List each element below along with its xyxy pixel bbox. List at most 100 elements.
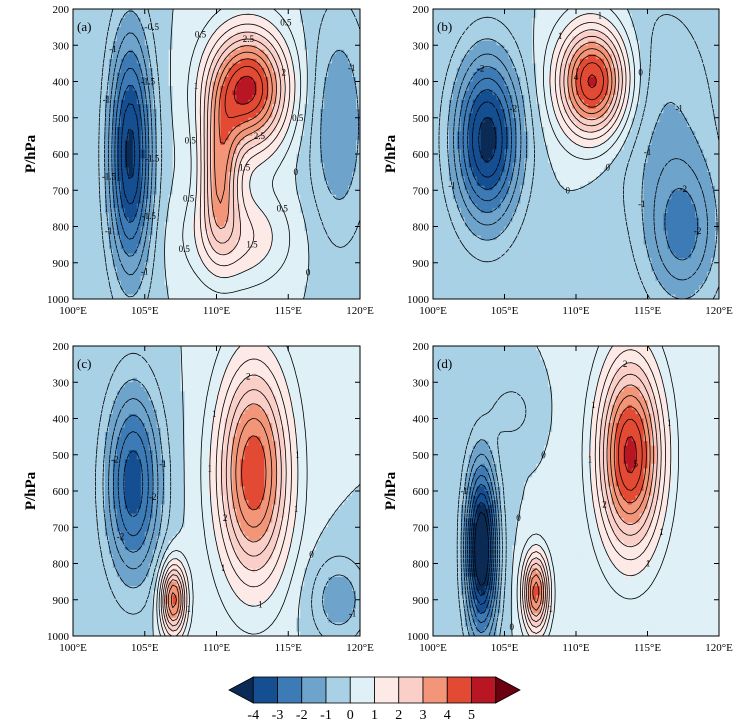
contour-cell — [84, 67, 90, 74]
contour-cell — [136, 58, 142, 64]
contour-cell — [116, 199, 122, 205]
contour-cell — [288, 226, 293, 232]
contour-cell — [504, 13, 510, 19]
contour-cell — [172, 289, 178, 296]
contour-cell — [292, 267, 297, 273]
contour-cell — [168, 212, 174, 219]
contour-cell — [284, 76, 289, 83]
contour-cell — [320, 249, 325, 255]
contour-cell — [433, 22, 438, 28]
contour-cell — [292, 40, 297, 46]
contour-cell — [316, 58, 321, 64]
contour-cell — [80, 258, 86, 264]
contour-cell — [204, 126, 210, 132]
contour-cell — [92, 194, 98, 200]
contour-cell — [320, 185, 325, 191]
contour-cell — [128, 27, 134, 33]
contour-cell — [304, 181, 309, 187]
contour-cell — [96, 86, 102, 92]
contour-cell — [695, 13, 700, 19]
contour-cell — [224, 108, 230, 114]
contour-cell — [144, 280, 150, 287]
contour-cell — [356, 67, 360, 74]
contour-cell — [276, 262, 281, 268]
contour-cell — [88, 18, 94, 24]
contour-cell — [136, 67, 142, 74]
contour-cell — [224, 253, 230, 259]
contour-cell — [188, 276, 194, 282]
contour-cell — [220, 190, 226, 196]
contour-cell — [204, 203, 210, 209]
contour-cell — [336, 49, 341, 55]
contour-cell — [144, 208, 150, 214]
contour-cell — [116, 58, 122, 64]
contour-cell — [96, 45, 102, 51]
contour-cell — [124, 208, 130, 214]
contour-cell — [244, 280, 249, 287]
contour-cell — [272, 285, 277, 291]
contour-cell — [236, 149, 242, 155]
contour-cell — [304, 249, 309, 255]
contour-cell — [288, 135, 293, 142]
contour-cell — [100, 285, 106, 291]
contour-cell — [336, 217, 341, 223]
contour-cell — [188, 122, 194, 128]
contour-cell — [272, 158, 277, 164]
contour-cell — [272, 108, 277, 114]
contour-cell — [108, 203, 114, 209]
contour-cell — [348, 158, 353, 164]
contour-cell — [288, 276, 293, 282]
contour-cell — [260, 158, 265, 164]
contour-cell — [188, 271, 194, 277]
contour-cell — [132, 163, 138, 169]
contour-cell — [540, 18, 545, 24]
contour-cell — [312, 294, 317, 299]
contour-cell — [556, 9, 561, 15]
contour-cell — [112, 235, 118, 241]
contour-cell — [292, 36, 297, 42]
contour-cell — [256, 72, 261, 78]
contour-cell — [220, 217, 226, 223]
contour-cell — [84, 122, 90, 128]
contour-cell — [152, 276, 158, 282]
contour-cell — [180, 36, 186, 42]
contour-cell — [196, 217, 202, 223]
contour-cell — [220, 27, 226, 33]
contour-cell — [200, 54, 206, 60]
contour-cell — [156, 67, 162, 74]
contour-cell — [136, 63, 142, 69]
contour-cell — [176, 90, 182, 96]
contour-cell — [164, 140, 170, 146]
contour-cell — [300, 235, 305, 241]
contour-cell — [96, 276, 102, 282]
contour-cell — [276, 149, 281, 155]
contour-cell — [336, 271, 341, 277]
contour-cell — [128, 258, 134, 264]
contour-cell — [180, 63, 186, 69]
contour-cell — [120, 217, 126, 223]
contour-cell — [320, 212, 325, 219]
contour-cell — [76, 22, 82, 28]
contour-cell — [280, 294, 285, 299]
contour-cell — [104, 226, 110, 232]
contour-cell — [172, 163, 178, 169]
contour-cell — [216, 280, 222, 287]
contour-cell — [304, 158, 309, 164]
contour-cell — [352, 9, 357, 15]
contour-cell — [344, 158, 349, 164]
contour-cell — [100, 190, 106, 196]
contour-cell — [92, 135, 98, 142]
contour-cell — [675, 18, 680, 24]
contour-cell — [156, 135, 162, 142]
contour-cell — [196, 9, 202, 15]
contour-cell — [73, 45, 78, 51]
contour-cell — [104, 280, 110, 287]
contour-cell — [264, 244, 269, 250]
contour-cell — [220, 203, 226, 209]
contour-cell — [112, 280, 118, 287]
contour-cell — [84, 181, 90, 187]
contour-cell — [308, 199, 313, 205]
contour-cell — [288, 231, 293, 237]
contour-cell — [240, 90, 246, 96]
contour-cell — [248, 108, 253, 114]
